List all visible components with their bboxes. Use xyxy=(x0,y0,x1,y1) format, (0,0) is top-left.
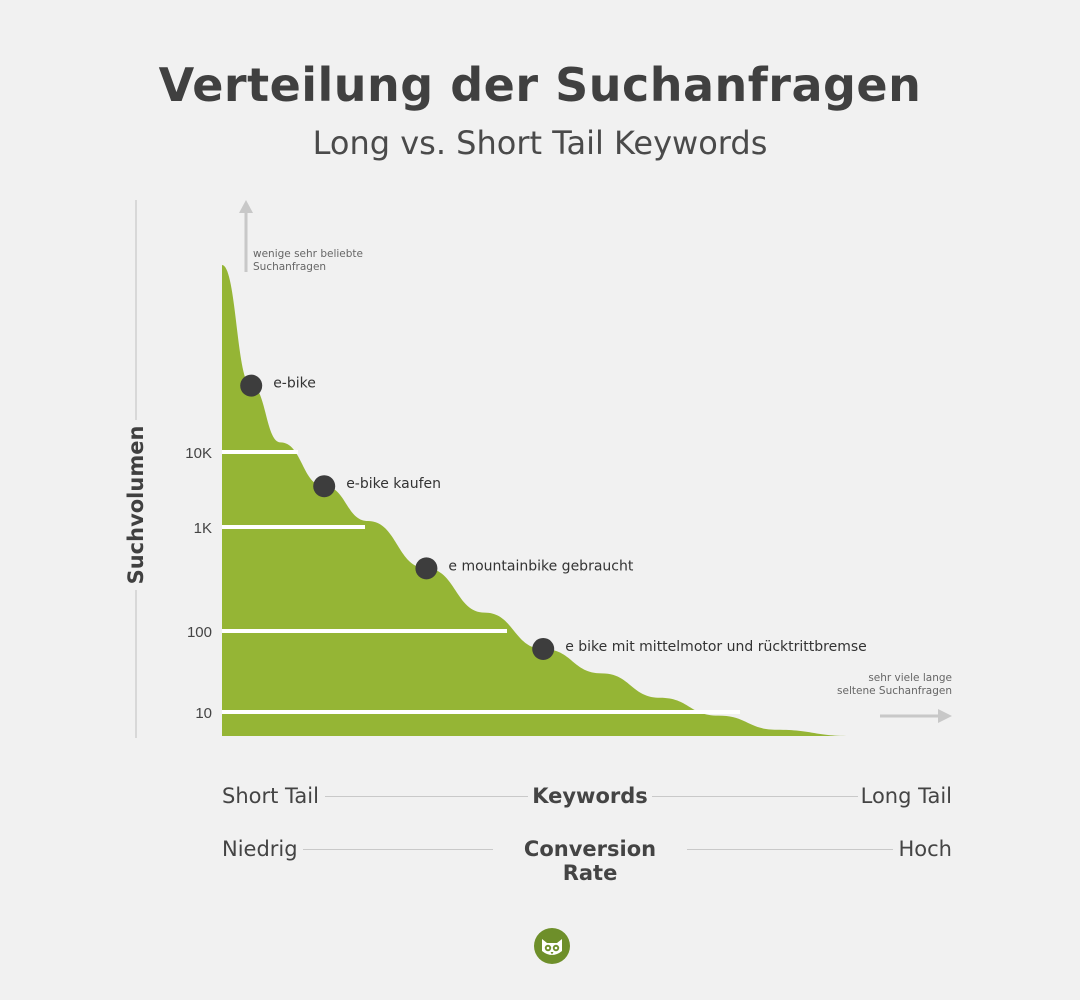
point-label: e-bike xyxy=(273,376,316,392)
hoch-label: Hoch xyxy=(898,837,953,861)
short-tail-label: Short Tail xyxy=(222,784,319,808)
long-tail-label: Long Tail xyxy=(860,784,952,808)
y-tick-label: 100 xyxy=(187,624,212,641)
owl-icon xyxy=(534,928,570,964)
right-annotation: seltene Suchanfragen xyxy=(837,685,952,697)
chart: Suchvolumen 10K 1K 100 10 e-bike e-bike kaufen… xyxy=(124,200,952,738)
point-label: e bike mit mittelmotor und rücktrittbrem… xyxy=(565,639,867,655)
keywords-label: Keywords xyxy=(532,784,648,808)
right-annotation: sehr viele lange xyxy=(868,672,952,684)
divider-line xyxy=(303,849,493,850)
area-fill xyxy=(222,265,952,736)
point-label: e mountainbike gebraucht xyxy=(448,558,633,574)
divider-line xyxy=(652,796,858,797)
data-point xyxy=(415,557,438,580)
data-point xyxy=(313,475,336,498)
y-tick-label: 10 xyxy=(195,705,212,722)
conversion-rate-label: Conversion Rate xyxy=(523,837,657,885)
data-point xyxy=(240,374,263,397)
up-arrow-icon xyxy=(239,200,253,213)
divider-line xyxy=(325,796,528,797)
chart-subtitle: Long vs. Short Tail Keywords xyxy=(312,124,768,162)
y-tick-label: 1K xyxy=(194,520,212,537)
top-annotation: wenige sehr beliebte xyxy=(253,248,363,260)
point-label: e-bike kaufen xyxy=(346,476,441,492)
divider-line xyxy=(687,849,893,850)
chart-title: Verteilung der Suchanfragen xyxy=(158,58,922,112)
y-axis-label: Suchvolumen xyxy=(124,426,148,585)
y-tick-label: 10K xyxy=(185,445,212,462)
data-point xyxy=(532,637,555,660)
right-arrow-icon xyxy=(938,709,952,723)
niedrig-label: Niedrig xyxy=(222,837,298,861)
top-annotation: Suchanfragen xyxy=(253,261,326,273)
